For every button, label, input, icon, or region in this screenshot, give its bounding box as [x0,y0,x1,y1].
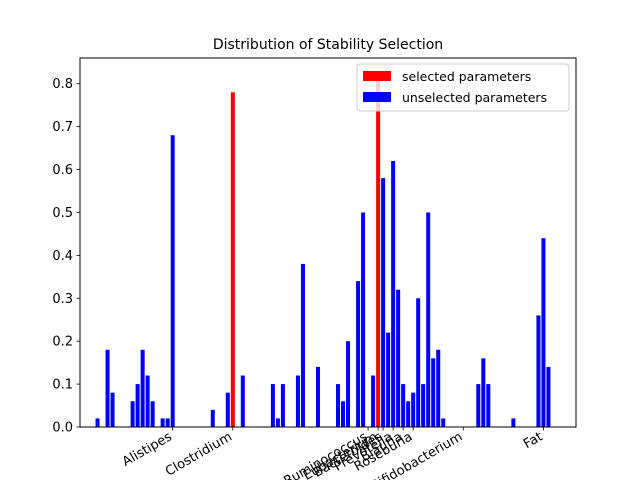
legend-swatch-unselected [363,92,391,102]
bar-unselected-61 [401,384,406,427]
bar-unselected-78 [486,384,491,427]
bar-unselected-35 [270,384,275,427]
bar-unselected-44 [315,366,320,427]
bar-unselected-55 [371,375,376,427]
bar-unselected-57 [381,178,386,427]
bar-unselected-11 [150,401,155,427]
y-tick-label: 0.1 [52,378,73,393]
bar-unselected-9 [140,349,145,427]
bar-unselected-67 [431,358,436,427]
x-tick-label: Fat [521,429,545,452]
bar-unselected-48 [336,384,341,427]
legend-box [356,63,570,112]
y-tick-label: 0.5 [52,206,73,221]
bar-unselected-76 [476,384,481,427]
bar-unselected-41 [300,263,305,427]
bar-unselected-2 [105,349,110,427]
bar-unselected-69 [441,418,446,427]
bar-unselected-14 [165,418,170,427]
bar-unselected-62 [406,401,411,427]
bar-unselected-52 [356,281,361,427]
bar-unselected-49 [341,401,346,427]
legend-label-selected: selected parameters [402,69,531,84]
bar-unselected-65 [421,384,426,427]
bar-selected-56 [376,75,381,427]
bar-unselected-10 [145,375,150,427]
bar-unselected-7 [130,401,135,427]
bar-unselected-77 [481,358,486,427]
bar-unselected-26 [225,392,230,427]
bars-group [95,75,551,428]
bar-unselected-3 [110,392,115,427]
y-tick-label: 0.4 [52,249,73,264]
y-tick-label: 0.0 [52,421,73,436]
bar-unselected-8 [135,384,140,427]
bar-unselected-29 [240,375,245,427]
bar-unselected-23 [210,409,215,427]
y-tick-label: 0.3 [52,292,73,307]
y-tick-label: 0.2 [52,335,73,350]
bar-unselected-15 [170,135,175,428]
bar-selected-27 [230,92,235,427]
plot-frame [79,57,577,428]
bar-unselected-13 [160,418,165,427]
x-tick-label: Clostridium [163,429,235,479]
y-tick-label: 0.6 [52,163,73,178]
bar-unselected-58 [386,332,391,427]
y-tick-label: 0.7 [52,120,73,135]
bar-unselected-88 [536,315,541,427]
y-tick-label: 0.8 [52,77,73,92]
bar-unselected-59 [391,160,396,428]
bar-unselected-68 [436,349,441,427]
bar-unselected-64 [416,298,421,427]
bar-unselected-60 [396,289,401,427]
bar-unselected-89 [541,238,546,427]
bar-unselected-37 [280,384,285,427]
legend-swatch-selected [363,71,391,81]
bar-unselected-50 [346,341,351,427]
bar-unselected-40 [295,375,300,427]
bar-unselected-0 [95,418,100,427]
legend: selected parameters unselected parameter… [356,63,570,112]
bar-unselected-63 [411,392,416,427]
y-axis: 0.0 0.1 0.2 0.3 0.4 0.5 0.6 0.7 0.8 [52,77,80,436]
bar-unselected-53 [361,212,366,427]
chart-title: Distribution of Stability Selection [213,37,443,53]
bar-unselected-66 [426,212,431,427]
legend-label-unselected: unselected parameters [402,90,547,105]
bar-unselected-36 [275,418,280,427]
bar-unselected-83 [511,418,516,427]
bar-unselected-90 [546,366,551,427]
